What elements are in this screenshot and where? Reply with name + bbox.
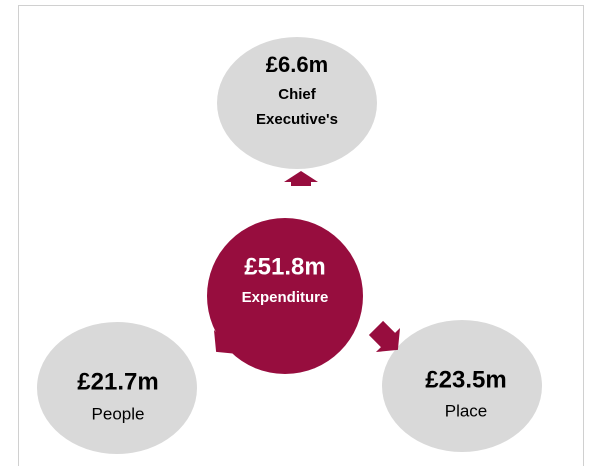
node-label: Chief [278,86,317,103]
node-amount: £23.5m [425,366,506,393]
node-amount: £6.6m [266,52,328,77]
node-circle [37,322,197,454]
node-circle [217,37,377,169]
node-amount: £21.7m [77,368,158,395]
center-circle [207,218,363,374]
node-label: People [92,404,145,423]
arrow-up [284,171,318,186]
frame [18,5,584,466]
arrow-right [368,320,401,353]
arrow-left [213,322,246,355]
center-amount: £51.8m [244,253,325,280]
node-circle [382,320,542,452]
node-label: Place [445,401,488,420]
center-label: Expenditure [242,289,329,306]
node-label: Executive's [256,111,338,128]
